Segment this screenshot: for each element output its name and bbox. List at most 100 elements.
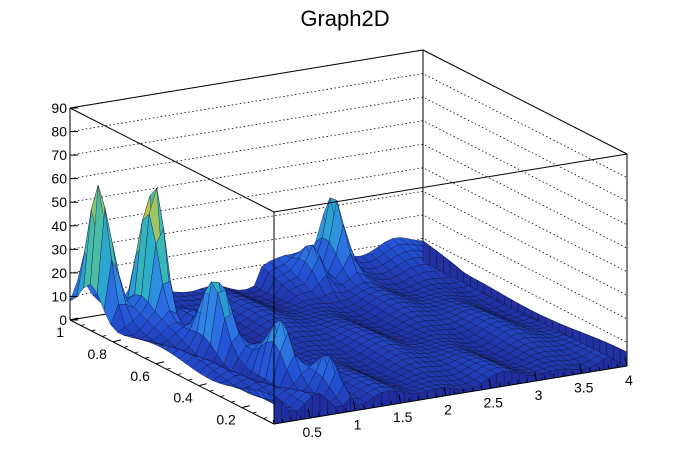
y-tick-label-4: 1 (56, 324, 64, 340)
chart-frame-front (69, 107, 628, 425)
y-minor-tick (220, 395, 225, 398)
x-tick-label-0: 0.5 (302, 424, 322, 440)
x-minor-tick (345, 408, 347, 413)
x-minor-tick (363, 405, 365, 410)
y-minor-tick (80, 324, 85, 326)
x-minor-tick (281, 418, 284, 423)
y-minor-tick (241, 406, 246, 408)
frame-front-edge-4 (69, 319, 275, 425)
y-minor-tick (273, 422, 279, 425)
y-minor-tick (91, 329, 96, 332)
x-minor-tick (335, 409, 338, 414)
y-minor-tick (134, 351, 139, 354)
x-minor-tick (580, 369, 583, 374)
x-minor-tick (571, 370, 574, 376)
x-minor-tick (526, 378, 528, 383)
x-tick-label-1: 1 (354, 417, 362, 433)
y-minor-tick (198, 384, 203, 387)
z-tick-label-2: 20 (51, 265, 67, 281)
x-minor-tick (471, 387, 474, 392)
x-minor-tick (489, 384, 492, 389)
y-tick-label-3: 0.8 (87, 346, 107, 362)
y-minor-tick (188, 378, 193, 381)
frame-front-edge-3 (273, 365, 628, 425)
y-tick-label-2: 0.6 (130, 368, 150, 384)
x-minor-tick (453, 390, 456, 395)
chart-axes: 0 10 20 30 40 50 60 70 80 90 0.5 1 1.5 2 2.5 3 3.5 4 0.2 0.… (51, 100, 633, 440)
surface-skirt-right (429, 245, 437, 270)
x-tick-label-5: 3 (535, 387, 543, 403)
x-minor-tick (480, 385, 483, 390)
x-minor-tick (462, 388, 465, 393)
x-minor-tick (598, 366, 601, 371)
x-minor-tick (372, 403, 374, 408)
x-tick-label-2: 1.5 (393, 409, 413, 425)
gridline-z-7 (69, 96, 628, 202)
y-minor-tick (263, 417, 268, 419)
surface-skirt-front (381, 390, 390, 407)
z-tick-label-6: 60 (51, 171, 67, 187)
x-minor-tick (507, 381, 510, 386)
y-minor-tick (112, 340, 118, 343)
y-minor-tick (177, 373, 182, 376)
surface-skirt-right (443, 255, 451, 277)
z-tick-label-7: 70 (51, 147, 67, 163)
x-minor-tick (354, 406, 356, 411)
x-minor-tick (616, 363, 619, 368)
y-minor-tick (145, 356, 150, 359)
x-minor-tick (516, 379, 519, 384)
y-minor-tick (166, 367, 171, 370)
x-minor-tick (435, 393, 438, 398)
x-tick-label-7: 4 (625, 372, 633, 388)
y-tick-label-0: 0.2 (216, 412, 236, 428)
frame-front-edge-1 (69, 107, 275, 213)
x-minor-tick (317, 412, 320, 417)
x-minor-tick (535, 376, 537, 381)
x-minor-tick (326, 410, 329, 416)
surface-skirt-front (496, 370, 505, 388)
x-minor-tick (444, 391, 447, 396)
x-minor-tick (308, 413, 311, 419)
y-minor-tick (102, 335, 107, 337)
x-minor-tick (390, 400, 393, 405)
x-minor-tick (553, 373, 555, 378)
surface-plot (69, 185, 628, 425)
y-minor-tick (252, 411, 257, 414)
x-minor-tick (498, 382, 501, 387)
x-minor-tick (272, 419, 275, 425)
x-tick-label-3: 2 (444, 402, 452, 418)
z-tick-label-1: 10 (51, 288, 67, 304)
frame-back-edge-4 (422, 49, 628, 155)
chart-title: Graph2D (300, 6, 389, 31)
y-minor-tick (230, 400, 236, 403)
gridline-z-9 (69, 49, 628, 155)
frame-back-edge-3 (69, 49, 424, 109)
x-minor-tick (562, 372, 565, 377)
z-tick-label-8: 80 (51, 124, 67, 140)
z-tick-label-5: 50 (51, 194, 67, 210)
y-minor-tick (123, 345, 128, 348)
x-minor-tick (381, 402, 384, 407)
y-minor-tick (69, 318, 75, 321)
frame-front-edge-2 (273, 153, 628, 213)
x-tick-label-6: 3.5 (574, 379, 594, 395)
x-minor-tick (426, 394, 429, 399)
x-minor-tick (607, 364, 610, 370)
y-tick-label-1: 0.4 (173, 390, 193, 406)
x-tick-label-4: 2.5 (483, 394, 503, 410)
z-tick-label-4: 40 (51, 218, 67, 234)
surface-skirt-front (504, 371, 513, 387)
surface-skirt-front (388, 390, 397, 406)
x-minor-tick (544, 375, 546, 380)
gridline-z-8 (69, 73, 628, 178)
x-tick-7 (624, 356, 628, 367)
x-minor-tick (589, 367, 592, 373)
x-minor-tick (399, 399, 402, 404)
surface-skirt-right (422, 240, 430, 266)
y-minor-tick (209, 389, 214, 392)
z-tick-label-9: 90 (51, 100, 67, 116)
z-tick-label-3: 30 (51, 241, 67, 257)
x-minor-tick (417, 396, 420, 401)
x-minor-tick (299, 415, 302, 420)
